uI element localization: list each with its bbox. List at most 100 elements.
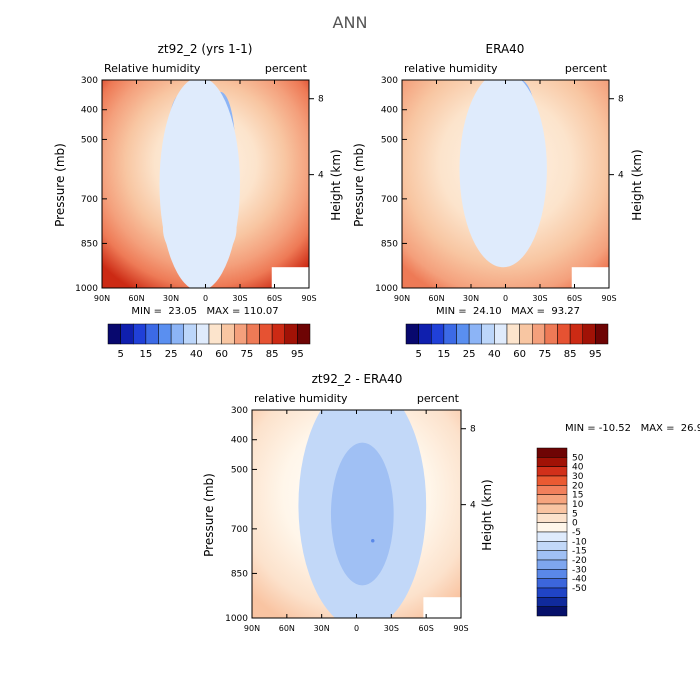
left-string: Relative humidity [104, 62, 201, 75]
colorbar-label: 95 [589, 349, 602, 360]
right-string: percent [265, 62, 308, 75]
x-tick-label: 90N [244, 624, 260, 633]
colorbar-label: 25 [463, 349, 476, 360]
colorbar-swatch [481, 323, 495, 345]
contour-region [371, 538, 375, 543]
colorbar-swatch [536, 597, 568, 607]
colorbar-label: 15 [438, 349, 451, 360]
colorbar-swatch [443, 323, 457, 345]
panel-title: zt92_2 (yrs 1-1) [158, 42, 253, 56]
colorbar-label: 60 [215, 349, 228, 360]
colorbar-label: -30 [572, 565, 587, 575]
colorbar-swatch [456, 323, 470, 345]
colorbar-swatch [557, 323, 571, 345]
colorbar-swatch [107, 323, 121, 345]
y-tick-label: 500 [381, 135, 398, 145]
colorbar-label: 85 [564, 349, 577, 360]
panels: 90N 60N 30N 0 30S 60S 90S300400500700850100084… [53, 42, 700, 633]
colorbar-swatch [468, 323, 482, 345]
y2-axis-label: Height (km) [480, 479, 494, 550]
y-tick-label: 500 [81, 135, 98, 145]
colorbar-swatch [536, 559, 568, 570]
min-max-stats: MIN = 24.10 MAX = 93.27 [436, 306, 580, 317]
x-tick-label: 0 [503, 294, 508, 303]
colorbar-swatch [284, 323, 298, 345]
colorbar-swatch [170, 323, 184, 345]
colorbar-label: 40 [190, 349, 203, 360]
y-tick-label: 850 [231, 569, 248, 579]
y-tick-label: 1000 [375, 284, 398, 294]
colorbar-swatch [536, 494, 568, 505]
x-tick-label: 60N [279, 624, 295, 633]
y-tick-label: 300 [231, 406, 248, 416]
colorbar-swatch [246, 323, 260, 345]
colorbar-swatch [208, 323, 222, 345]
right-string: percent [417, 392, 460, 405]
missing-data-region [423, 597, 461, 618]
colorbar-label: -10 [572, 537, 587, 547]
colorbar-label: 85 [266, 349, 279, 360]
y-axis-label: Pressure (mb) [53, 143, 67, 227]
colorbar-label: 0 [572, 519, 578, 529]
colorbar-swatch [145, 323, 159, 345]
colorbar-swatch [536, 578, 568, 589]
y-tick-label: 400 [231, 436, 248, 446]
colorbar-label: 10 [572, 500, 584, 510]
colorbar-swatch [595, 323, 609, 345]
colorbar-swatch [544, 323, 558, 345]
x-tick-label: 0 [354, 624, 359, 633]
contour-field [252, 410, 461, 618]
x-tick-label: 60S [567, 294, 582, 303]
y-tick-label: 400 [81, 106, 98, 116]
colorbar-swatch [519, 323, 533, 345]
y-tick-label: 300 [81, 76, 98, 86]
colorbar-swatch [536, 466, 568, 477]
y2-tick-label: 8 [618, 95, 624, 105]
colorbar-swatch [196, 323, 210, 345]
panel-title: ERA40 [486, 42, 525, 56]
x-tick-label: 60N [128, 294, 144, 303]
y-tick-label: 700 [381, 195, 398, 205]
y-tick-label: 1000 [75, 284, 98, 294]
colorbar-label: 75 [241, 349, 254, 360]
chart-panel: 90N 60N 30N 0 30S 60S 90S 300 400 500 700 850 1000 8 4… [53, 42, 343, 360]
x-tick-label: 30N [463, 294, 479, 303]
colorbar-label: -15 [572, 547, 587, 557]
colorbar-label: 15 [572, 491, 583, 501]
colorbar-swatch [582, 323, 596, 345]
missing-data-region [571, 267, 609, 288]
colorbar-swatch [536, 606, 568, 617]
x-tick-label: 60S [419, 624, 434, 633]
right-string: percent [565, 62, 608, 75]
colorbar-label: 60 [513, 349, 526, 360]
left-string: relative humidity [404, 62, 498, 75]
y-axis-label: Pressure (mb) [202, 473, 216, 557]
colorbar-swatch [536, 569, 568, 579]
colorbar-swatch [234, 323, 248, 345]
colorbar-swatch [536, 485, 568, 495]
y2-tick-label: 4 [618, 171, 624, 181]
y2-tick-label: 8 [318, 95, 324, 105]
colorbar-swatch [569, 323, 583, 345]
y2-tick-label: 8 [470, 425, 476, 435]
x-tick-label: 30N [163, 294, 179, 303]
y-tick-label: 1000 [225, 614, 248, 624]
colorbar-label: 30 [572, 472, 584, 482]
chart-panel: 90N 60N 30N 0 30S 60S 90S 300 400 500 700 850 1000 8 4… [352, 42, 644, 360]
colorbar-label: 5 [117, 349, 123, 360]
colorbar-swatch [259, 323, 273, 345]
contour-field [402, 80, 609, 288]
x-tick-label: 30S [384, 624, 399, 633]
colorbar-swatch [536, 587, 568, 598]
colorbar-label: -40 [572, 575, 587, 585]
y-tick-label: 400 [381, 106, 398, 116]
colorbar-swatch [221, 323, 235, 345]
panel-title: zt92_2 - ERA40 [312, 372, 403, 386]
figure-title: ANN [333, 13, 368, 32]
colorbar-label: 40 [572, 463, 584, 473]
x-tick-label: 90N [394, 294, 410, 303]
colorbar-label: -50 [572, 584, 587, 594]
colorbar-swatch [405, 323, 419, 345]
colorbar-swatch [506, 323, 520, 345]
